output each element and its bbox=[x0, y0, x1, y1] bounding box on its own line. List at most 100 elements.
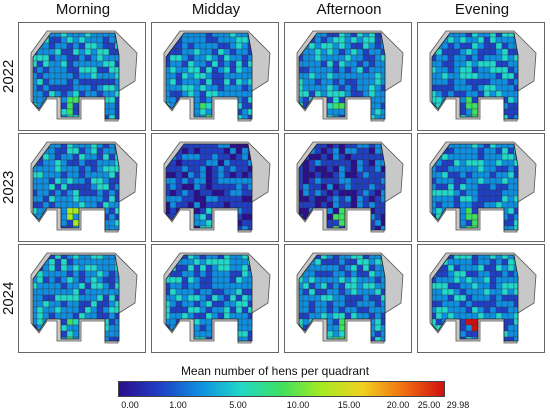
quadrant-cell bbox=[169, 60, 177, 68]
quadrant-cell bbox=[48, 219, 56, 227]
quadrant-cell bbox=[42, 159, 50, 167]
quadrant-cell bbox=[374, 330, 382, 338]
quadrant-cell bbox=[326, 258, 334, 266]
quadrant-cell bbox=[102, 159, 110, 167]
quadrant-cell bbox=[193, 264, 201, 272]
quadrant-cell bbox=[489, 270, 497, 278]
quadrant-cell bbox=[241, 213, 249, 221]
quadrant-cell bbox=[465, 147, 473, 155]
quadrant-cell bbox=[42, 336, 50, 341]
quadrant-cell bbox=[60, 183, 68, 191]
quadrant-cell bbox=[299, 108, 304, 116]
quadrant-cell bbox=[54, 282, 62, 290]
quadrant-cell bbox=[320, 258, 328, 266]
quadrant-cell bbox=[489, 36, 497, 44]
quadrant-cell bbox=[72, 72, 80, 80]
quadrant-cell bbox=[108, 270, 116, 278]
quadrant-cell bbox=[477, 312, 485, 320]
quadrant-cell bbox=[42, 90, 50, 98]
quadrant-cell bbox=[229, 183, 237, 191]
quadrant-cell bbox=[320, 90, 328, 98]
quadrant-cell bbox=[356, 306, 364, 314]
quadrant-cell bbox=[344, 282, 352, 290]
quadrant-cell bbox=[471, 201, 479, 209]
quadrant-cell bbox=[350, 66, 358, 74]
quadrant-cell bbox=[308, 153, 316, 161]
quadrant-cell bbox=[314, 66, 322, 74]
quadrant-cell bbox=[435, 183, 443, 191]
quadrant-cell bbox=[181, 213, 189, 221]
quadrant-cell bbox=[447, 225, 455, 230]
quadrant-cell bbox=[90, 66, 98, 74]
col-title-midday: Midday bbox=[191, 1, 241, 18]
heatmap-panel-2024-afternoon bbox=[284, 244, 412, 353]
quadrant-cell bbox=[48, 66, 56, 74]
quadrant-cell bbox=[368, 147, 376, 155]
quadrant-cell bbox=[471, 177, 479, 185]
quadrant-cell bbox=[42, 165, 50, 173]
quadrant-cell bbox=[217, 171, 225, 179]
quadrant-cell bbox=[302, 276, 310, 284]
quadrant-cell bbox=[108, 159, 116, 167]
quadrant-cell bbox=[447, 60, 455, 68]
quadrant-cell bbox=[72, 330, 80, 338]
quadrant-cell bbox=[211, 147, 219, 155]
quadrant-cell bbox=[308, 60, 316, 68]
quadrant-cell bbox=[507, 264, 515, 272]
quadrant-cell bbox=[96, 306, 104, 314]
quadrant-cell bbox=[459, 102, 467, 110]
quadrant-cell bbox=[217, 294, 225, 302]
quadrant-cell bbox=[211, 66, 219, 74]
quadrant-cell bbox=[435, 282, 443, 290]
quadrant-cell bbox=[368, 66, 376, 74]
quadrant-cell bbox=[54, 48, 62, 56]
quadrant-cell bbox=[435, 336, 443, 341]
quadrant-cell bbox=[90, 72, 98, 80]
quadrant-cell bbox=[169, 171, 177, 179]
quadrant-cell bbox=[465, 54, 473, 62]
quadrant-cell bbox=[84, 201, 92, 209]
quadrant-cell bbox=[350, 36, 358, 44]
quadrant-cell bbox=[501, 102, 509, 110]
quadrant-cell bbox=[229, 171, 237, 179]
quadrant-cell bbox=[60, 312, 68, 320]
quadrant-cell bbox=[78, 189, 86, 197]
quadrant-cell bbox=[84, 153, 92, 161]
quadrant-cell bbox=[489, 225, 497, 230]
quadrant-cell bbox=[326, 201, 334, 209]
quadrant-cell bbox=[72, 282, 80, 290]
quadrant-cell bbox=[380, 318, 385, 326]
quadrant-cell bbox=[308, 264, 316, 272]
quadrant-cell bbox=[374, 264, 382, 272]
quadrant-cell bbox=[241, 201, 249, 209]
quadrant-cell bbox=[368, 153, 376, 161]
quadrant-cell bbox=[229, 189, 237, 197]
quadrant-cell bbox=[211, 42, 219, 50]
quadrant-cell bbox=[432, 36, 437, 44]
quadrant-cell bbox=[48, 306, 56, 314]
quadrant-cell bbox=[338, 177, 346, 185]
quadrant-cell bbox=[302, 72, 310, 80]
quadrant-cell bbox=[501, 183, 509, 191]
quadrant-cell bbox=[338, 66, 346, 74]
quadrant-cell bbox=[374, 195, 382, 203]
quadrant-cell bbox=[350, 84, 358, 92]
quadrant-cell bbox=[447, 153, 455, 161]
quadrant-cell bbox=[60, 288, 68, 296]
quadrant-cell bbox=[36, 336, 44, 341]
quadrant-cell bbox=[465, 66, 473, 74]
quadrant-cell bbox=[193, 258, 201, 266]
quadrant-cell bbox=[223, 108, 231, 116]
quadrant-cell bbox=[483, 330, 491, 338]
quadrant-cell bbox=[471, 153, 479, 161]
quadrant-cell bbox=[507, 96, 515, 104]
quadrant-cell bbox=[96, 282, 104, 290]
quadrant-cell bbox=[332, 72, 340, 80]
quadrant-cell bbox=[432, 330, 437, 338]
quadrant-cell bbox=[501, 171, 509, 179]
quadrant-cell bbox=[96, 42, 104, 50]
quadrant-cell bbox=[223, 294, 231, 302]
quadrant-cell bbox=[495, 213, 503, 221]
quadrant-cell bbox=[362, 90, 370, 98]
quadrant-cell bbox=[501, 36, 509, 44]
